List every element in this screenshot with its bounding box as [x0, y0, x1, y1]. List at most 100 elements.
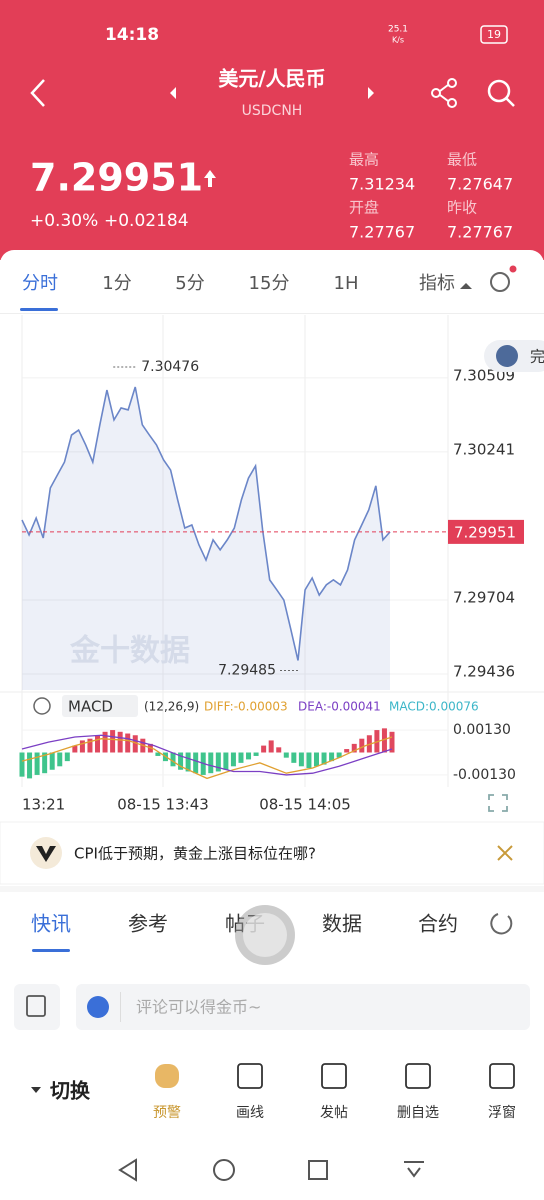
macd-bar: [208, 752, 214, 774]
macd-bar: [351, 743, 357, 753]
nav-more[interactable]: [404, 1161, 424, 1178]
macd-bar: [381, 728, 387, 753]
macd-bar: [117, 731, 123, 753]
gap: [0, 886, 544, 892]
macd-params: (12,26,9): [144, 700, 199, 714]
input-sep: [120, 992, 121, 1022]
tool-icon[interactable]: [321, 1063, 347, 1089]
last-label: 7.29951: [454, 523, 516, 541]
tab[interactable]: 15分: [249, 273, 290, 294]
tool-label[interactable]: 浮窗: [488, 1104, 516, 1121]
diff-label: DIFF:-0.00003: [204, 700, 288, 714]
panel: [0, 250, 544, 1200]
refresh[interactable]: [490, 913, 513, 935]
net-unit: K/s: [392, 36, 404, 45]
tool-icon[interactable]: [489, 1063, 515, 1089]
price-area: [22, 387, 390, 690]
y-tick-label: 7.29704: [453, 589, 515, 607]
stat-value: 7.27647: [447, 175, 513, 194]
watermark: 金十数据: [69, 634, 190, 669]
tab-indicator: [32, 949, 70, 952]
macd-bar: [102, 731, 108, 753]
macd-bar: [170, 752, 176, 767]
news-bar[interactable]: [0, 821, 544, 885]
macd-bar: [306, 752, 312, 769]
macd-settings[interactable]: [33, 697, 51, 715]
macd-bar: [193, 752, 199, 774]
macd-label: MACD:0.00076: [389, 700, 479, 714]
bottom-tab[interactable]: 快讯: [31, 912, 71, 936]
divider: [0, 313, 544, 314]
macd-bar: [268, 740, 274, 753]
stat-label: 昨收: [447, 199, 477, 217]
macd-bar: [230, 752, 236, 767]
macd-select[interactable]: [62, 695, 138, 717]
tool-label[interactable]: 删自选: [397, 1105, 439, 1121]
macd-tick-label: 0.00130: [453, 722, 511, 738]
tab[interactable]: 分时: [22, 273, 58, 294]
macd-title: MACD: [68, 698, 113, 716]
header-bg: [0, 0, 544, 260]
macd-bar: [321, 752, 327, 765]
price-line: [21, 386, 391, 661]
price: 7.29951: [30, 156, 203, 200]
news-logo: [36, 846, 56, 862]
dea-line: [21, 734, 393, 776]
settings[interactable]: [490, 272, 510, 292]
tool-label[interactable]: 预警: [153, 1105, 181, 1121]
macd-bar: [178, 752, 184, 770]
tab[interactable]: 指标: [419, 273, 455, 294]
news-icon: [30, 837, 62, 869]
bottom-tab[interactable]: 数据: [322, 912, 362, 936]
switch[interactable]: 切换: [50, 1079, 91, 1103]
input-icon: [87, 996, 109, 1018]
macd-bar: [87, 738, 93, 753]
tab[interactable]: 1H: [334, 273, 359, 294]
macd-bar: [276, 747, 282, 753]
tab[interactable]: 5分: [175, 273, 204, 294]
touch-core: [243, 913, 287, 957]
edit-btn[interactable]: [14, 984, 60, 1030]
share[interactable]: [431, 78, 457, 108]
comment-input[interactable]: [76, 984, 530, 1030]
bottom-tab[interactable]: 合约: [418, 912, 458, 936]
tool-label[interactable]: 发帖: [320, 1105, 348, 1121]
macd-bar: [359, 738, 365, 753]
macd-bar: [215, 752, 221, 772]
x-tick-label: 08-15 14:05: [259, 796, 351, 814]
macd-bar: [329, 752, 335, 762]
news: CPI低于预期，黄金上涨目标位在哪?: [74, 845, 316, 863]
y-tick-label: 7.29436: [453, 662, 515, 680]
tool-icon[interactable]: [237, 1063, 263, 1089]
macd-bar: [238, 752, 244, 763]
macd-bar: [64, 752, 70, 762]
diff-line: [21, 736, 393, 780]
macd-bar: [336, 752, 342, 758]
tab[interactable]: 1分: [102, 273, 131, 294]
macd-bar: [283, 752, 289, 758]
nav-recent[interactable]: [308, 1160, 328, 1180]
tool-icon[interactable]: [155, 1064, 179, 1088]
macd-bar: [125, 733, 131, 753]
macd-bar: [34, 752, 40, 775]
dot: [509, 265, 517, 273]
macd-tick-label: -0.00130: [453, 767, 516, 783]
macd-bar: [223, 752, 229, 770]
back[interactable]: [30, 79, 45, 107]
stat-value: 7.31234: [349, 175, 415, 194]
tool-label[interactable]: 画线: [236, 1105, 264, 1121]
tool-icon[interactable]: [405, 1063, 431, 1089]
nav-home[interactable]: [213, 1159, 235, 1181]
search[interactable]: [487, 79, 515, 107]
macd-bar: [27, 752, 33, 779]
x-tick-label: 08-15 13:43: [117, 796, 209, 814]
fullscreen[interactable]: [488, 794, 508, 812]
dropdown[interactable]: [460, 283, 472, 289]
nav-back[interactable]: [118, 1158, 137, 1182]
macd-bar: [389, 731, 395, 753]
close[interactable]: [497, 845, 513, 861]
macd-bar: [298, 752, 304, 767]
change-abs: +0.02184: [104, 211, 189, 231]
bottom-tab[interactable]: 参考: [128, 912, 168, 936]
